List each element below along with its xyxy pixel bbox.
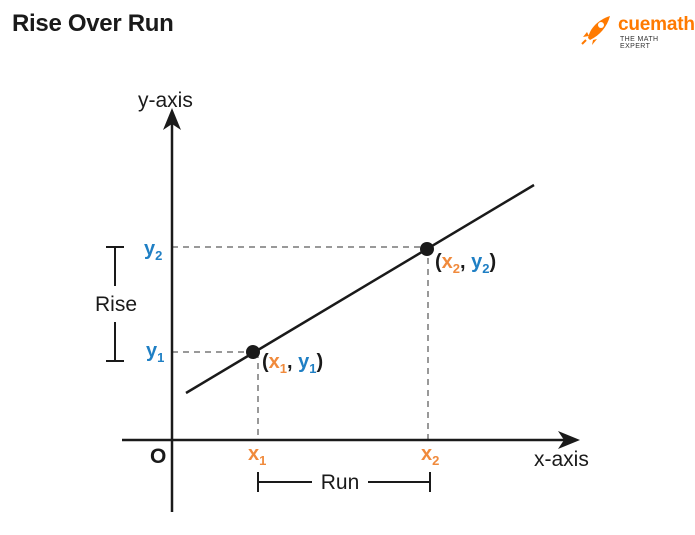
logo-tagline: THE MATH EXPERT [620, 36, 659, 50]
run-label: Run [321, 471, 360, 494]
x2-tick-label: x2 [421, 443, 439, 468]
point-1-label: (x1, y1) [262, 351, 323, 376]
point-2 [420, 242, 434, 256]
rocket-icon [581, 16, 610, 45]
origin-label: O [150, 445, 166, 468]
x-axis-label: x-axis [534, 448, 589, 471]
cuemath-logo: cuemath THE MATH EXPERT [580, 12, 695, 50]
point-2-label: (x2, y2) [435, 251, 496, 276]
page-title: Rise Over Run [12, 10, 174, 37]
slope-line [185, 183, 535, 395]
y-axis-arrow [163, 108, 181, 130]
y2-tick-label: y2 [144, 238, 162, 263]
x-axis-arrow [558, 431, 580, 449]
logo-wordmark: cuemath [618, 14, 695, 35]
x1-tick-label: x1 [248, 443, 266, 468]
rise-label: Rise [95, 293, 137, 316]
y1-tick-label: y1 [146, 340, 164, 365]
y-axis-label: y-axis [138, 89, 193, 112]
point-1 [246, 345, 260, 359]
